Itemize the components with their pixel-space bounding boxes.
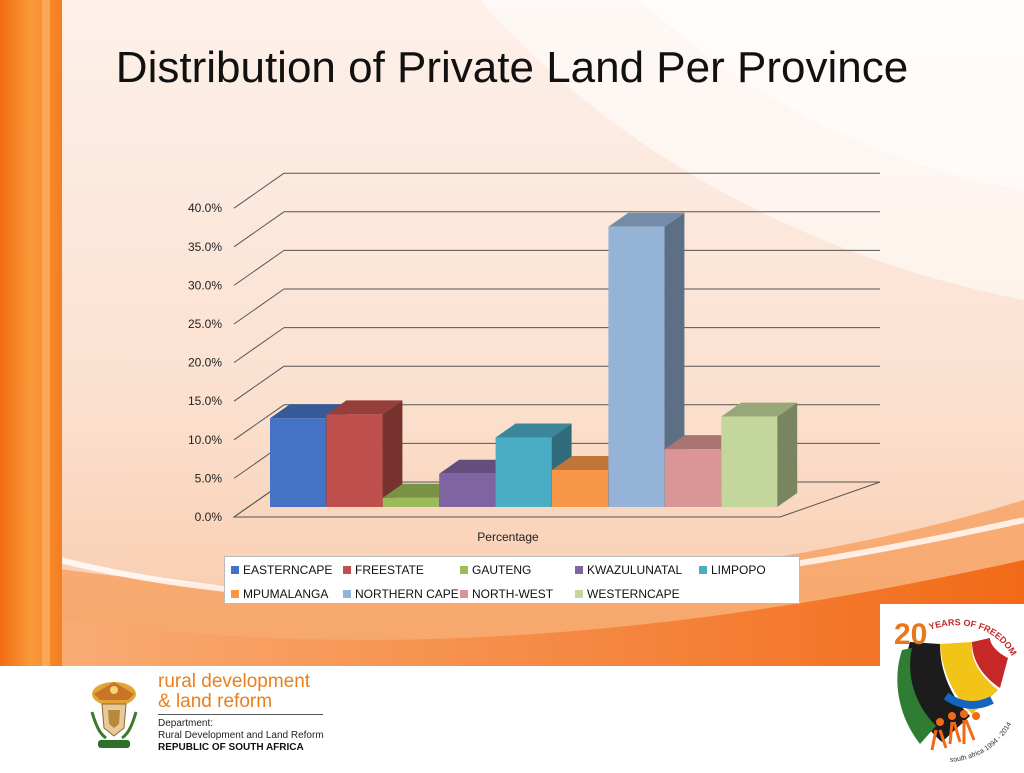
footer	[0, 666, 1024, 768]
y-tick-label: 35.0%	[188, 240, 222, 254]
legend-item-north-west: NORTH-WEST	[460, 587, 553, 601]
y-tick-label: 20.0%	[188, 356, 222, 370]
legend-label: FREESTATE	[355, 563, 424, 577]
bar-freestate	[326, 400, 403, 507]
legend-label: GAUTENG	[472, 563, 532, 577]
legend-label: NORTHERN CAPE	[355, 587, 459, 601]
y-axis-ticks: 0.0% 5.0% 10.0% 15.0% 20.0% 25.0% 30.0% 35.0% 40…	[188, 201, 222, 524]
y-tick-label: 15.0%	[188, 394, 222, 408]
y-tick-label: 40.0%	[188, 201, 222, 215]
legend-swatch	[343, 590, 351, 598]
legend-item-freestate: FREESTATE	[343, 563, 424, 577]
legend-swatch	[231, 566, 239, 574]
footer-divider	[158, 714, 323, 715]
department-name: Rural Development and Land Reform	[158, 730, 324, 741]
legend-label: MPUMALANGA	[243, 587, 329, 601]
y-tick-label: 5.0%	[195, 471, 223, 485]
legend-swatch	[460, 590, 468, 598]
bar-northern-cape	[608, 212, 685, 507]
brand-line-2: & land reform	[158, 691, 273, 712]
legend-swatch	[575, 590, 583, 598]
department-logo: rural development & land reform Departme…	[158, 672, 324, 754]
badge-number: 20	[894, 618, 927, 651]
y-tick-label: 10.0%	[188, 433, 222, 447]
legend-swatch	[575, 566, 583, 574]
legend-label: WESTERNCAPE	[587, 587, 680, 601]
chart-legend: EASTERNCAPE FREESTATE GAUTENG KWAZULUNATAL L…	[224, 556, 800, 604]
badge-subtext: south africa 1994 - 2014	[950, 721, 1014, 764]
y-tick-label: 0.0%	[195, 510, 223, 524]
legend-label: EASTERNCAPE	[243, 563, 333, 577]
legend-item-easterncape: EASTERNCAPE	[231, 563, 332, 577]
brand-line-1: rural development	[158, 671, 311, 692]
legend-swatch	[699, 566, 707, 574]
y-tick-label: 25.0%	[188, 317, 222, 331]
legend-item-northern-cape: NORTHERN CAPE	[343, 587, 459, 601]
freedom-badge: 20 YEARS OF FREEDOM south africa 1994 - …	[880, 604, 1024, 768]
y-tick-label: 30.0%	[188, 278, 222, 292]
legend-item-kwazulunatal: KWAZULUNATAL	[575, 563, 682, 577]
legend-item-limpopo: LIMPOPO	[699, 563, 766, 577]
legend-label: KWAZULUNATAL	[587, 563, 683, 577]
svg-text:south africa 1994 - 2014: south africa 1994 - 2014	[950, 721, 1014, 764]
legend-item-westerncape: WESTERNCAPE	[575, 587, 680, 601]
legend-label: NORTH-WEST	[472, 587, 554, 601]
country-name: REPUBLIC OF SOUTH AFRICA	[158, 742, 304, 753]
x-axis-label: Percentage	[477, 530, 539, 544]
legend-label: LIMPOPO	[711, 563, 766, 577]
legend-item-mpumalanga: MPUMALANGA	[231, 587, 328, 601]
bar-westerncape	[721, 402, 798, 507]
legend-swatch	[231, 590, 239, 598]
coat-of-arms-logo	[90, 682, 138, 748]
freedom-badge-graphic: 20 YEARS OF FREEDOM south africa 1994 - …	[894, 617, 1019, 764]
department-label: Department:	[158, 718, 214, 729]
legend-item-gauteng: GAUTENG	[460, 563, 531, 577]
slide-title: Distribution of Private Land Per Provinc…	[115, 43, 909, 92]
chart-bars	[270, 212, 798, 507]
legend-swatch	[460, 566, 468, 574]
legend-swatch	[343, 566, 351, 574]
